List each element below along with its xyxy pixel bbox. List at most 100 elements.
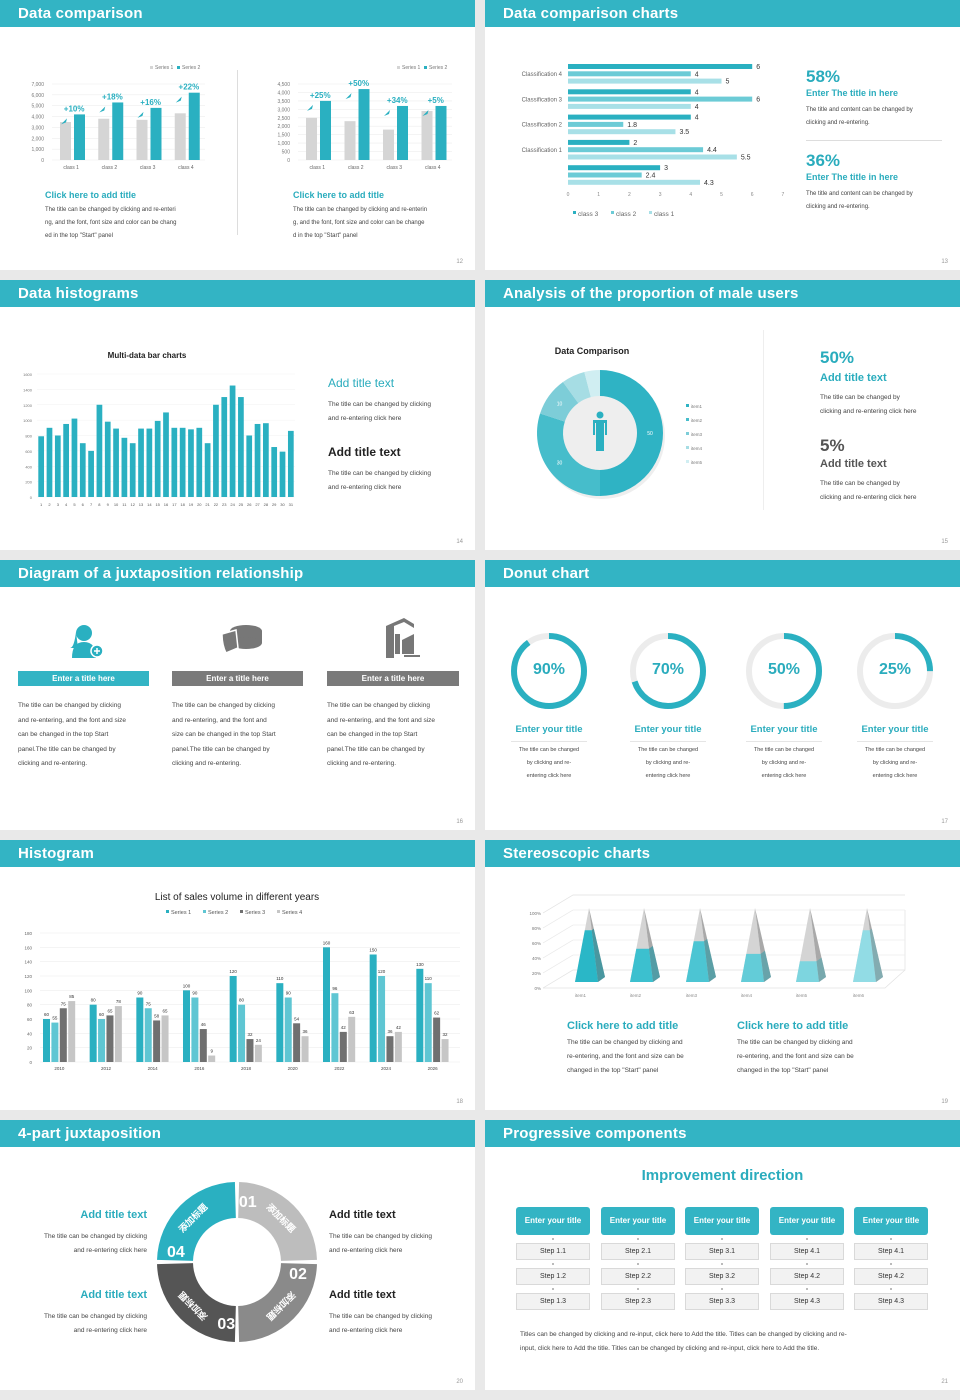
x-tick-label: 11	[122, 502, 127, 507]
block-title[interactable]: Add title text	[328, 445, 401, 459]
data-label: 58	[154, 1013, 160, 1018]
pyramid-fill-side	[760, 950, 771, 982]
block-title[interactable]: Click here to add title	[737, 1020, 849, 1032]
x-tick-label: 17	[172, 502, 177, 507]
data-label: 6	[756, 64, 760, 71]
block-body: The title can be changed by clicking and…	[737, 1039, 854, 1074]
stat-title[interactable]: Add title text	[820, 458, 887, 470]
user-add-icon	[70, 625, 104, 658]
chart-floor	[543, 969, 906, 989]
item-body: The title can be changed by clicking and …	[172, 702, 276, 767]
column-header[interactable]: Enter your title	[601, 1207, 675, 1235]
item-body: The title can be changed by clicking and …	[18, 702, 127, 767]
block-title[interactable]: Add title text	[329, 1289, 396, 1301]
data-label: 90	[137, 991, 143, 996]
chart-title: Multi-data bar charts	[108, 351, 187, 360]
chart-title: List of sales volume in different years	[155, 892, 319, 903]
page-number: 20	[456, 1379, 463, 1385]
step-box[interactable]: Step 2.3	[601, 1293, 675, 1310]
bar-class-3	[568, 64, 753, 69]
step-box[interactable]: Step 4.3	[854, 1293, 928, 1310]
column-header[interactable]: Enter your title	[516, 1207, 590, 1235]
legend-label: Series 2	[182, 65, 201, 71]
x-tick-label: class 1	[309, 165, 325, 171]
ring-title[interactable]: Enter your title	[515, 724, 583, 735]
bar	[46, 427, 53, 497]
segment-number: 02	[289, 1266, 307, 1283]
pyramid-fill	[686, 941, 709, 982]
bar	[79, 443, 86, 497]
step-box[interactable]: Step 4.3	[770, 1293, 844, 1310]
block-title[interactable]: Add title text	[80, 1209, 147, 1221]
x-tick-label: 15	[155, 502, 160, 507]
category-label: Classification 2	[522, 123, 563, 129]
pyramid-fill-side	[591, 928, 605, 982]
ring-body: The title can be changed by clicking and …	[518, 747, 580, 779]
stat-body: The title can be changed by clicking and …	[820, 394, 917, 415]
title-bar[interactable]: Enter a title here	[327, 671, 459, 686]
title-bar[interactable]: Enter a title here	[172, 671, 303, 686]
x-tick-label: class 3	[140, 165, 156, 171]
ring-segment-02	[238, 1263, 317, 1342]
ring-progress	[857, 633, 933, 709]
legend-label: item2	[691, 418, 703, 423]
connector-dot	[721, 1238, 723, 1240]
data-label: 60	[99, 1012, 105, 1017]
bar	[63, 423, 69, 497]
bar-series-1	[43, 1019, 50, 1062]
step-box[interactable]: Step 1.1	[516, 1243, 590, 1260]
stat-title[interactable]: Add title text	[820, 372, 887, 384]
stat-title[interactable]: Enter The title in here	[806, 88, 899, 98]
data-label: 42	[396, 1025, 402, 1030]
data-label: 62	[434, 1011, 440, 1016]
chart-2-title[interactable]: Click here to add title	[293, 190, 385, 200]
stat-value: 5%	[820, 436, 845, 455]
step-box[interactable]: Step 3.2	[685, 1268, 759, 1285]
column-header[interactable]: Enter your title	[685, 1207, 759, 1235]
title-bar[interactable]: Enter a title here	[18, 671, 149, 686]
step-box[interactable]: Step 1.3	[516, 1293, 590, 1310]
column-header[interactable]: Enter your title	[770, 1207, 844, 1235]
column-header[interactable]: Enter your title	[854, 1207, 928, 1235]
slide-19: Stereoscopic charts 100% 80% 60% 40% 20% 0% it…	[485, 840, 960, 1110]
y-tick-label: 1200	[23, 403, 33, 408]
legend-swatch	[397, 66, 400, 69]
bar-series-2	[98, 1019, 106, 1062]
bar-series-2	[320, 100, 331, 160]
ring-title[interactable]: Enter your title	[750, 724, 818, 735]
step-box[interactable]: Step 4.2	[770, 1268, 844, 1285]
chart-1-title[interactable]: Click here to add title	[45, 190, 137, 200]
step-box[interactable]: Step 1.2	[516, 1268, 590, 1285]
bar-series-3	[433, 1017, 441, 1062]
block-title[interactable]: Add title text	[80, 1289, 147, 1301]
step-box[interactable]: Step 4.1	[854, 1243, 928, 1260]
step-box[interactable]: Step 2.1	[601, 1243, 675, 1260]
stat-title[interactable]: Enter The title in here	[806, 172, 899, 182]
legend-swatch	[686, 404, 689, 407]
slide-title: Progressive components	[485, 1120, 960, 1147]
step-box[interactable]: Step 2.2	[601, 1268, 675, 1285]
x-tick-label: item2	[630, 993, 642, 998]
x-tick-label: 2014	[148, 1066, 159, 1071]
step-box[interactable]: Step 3.3	[685, 1293, 759, 1310]
step-box[interactable]: Step 4.1	[770, 1243, 844, 1260]
bar-series-1	[323, 947, 330, 1062]
block-title[interactable]: Add title text	[328, 376, 395, 390]
data-label: 46	[201, 1022, 207, 1027]
bar-series-2	[397, 105, 408, 160]
connector-dot	[890, 1288, 892, 1290]
block-title[interactable]: Click here to add title	[567, 1020, 679, 1032]
bar-class-2	[568, 172, 642, 178]
step-box[interactable]: Step 3.1	[685, 1243, 759, 1260]
y-tick-label: 1400	[23, 387, 33, 392]
ring-title[interactable]: Enter your title	[861, 724, 929, 735]
x-tick-label: 9	[107, 502, 110, 507]
step-box[interactable]: Step 4.2	[854, 1268, 928, 1285]
stat-body: The title and content can be changed by c…	[806, 107, 913, 126]
block-title[interactable]: Add title text	[329, 1209, 396, 1221]
bar	[179, 427, 186, 497]
legend-label: item1	[691, 404, 703, 409]
x-tick-label: 1	[40, 502, 43, 507]
ring-title[interactable]: Enter your title	[634, 724, 702, 735]
bar-series-3	[293, 1023, 301, 1062]
